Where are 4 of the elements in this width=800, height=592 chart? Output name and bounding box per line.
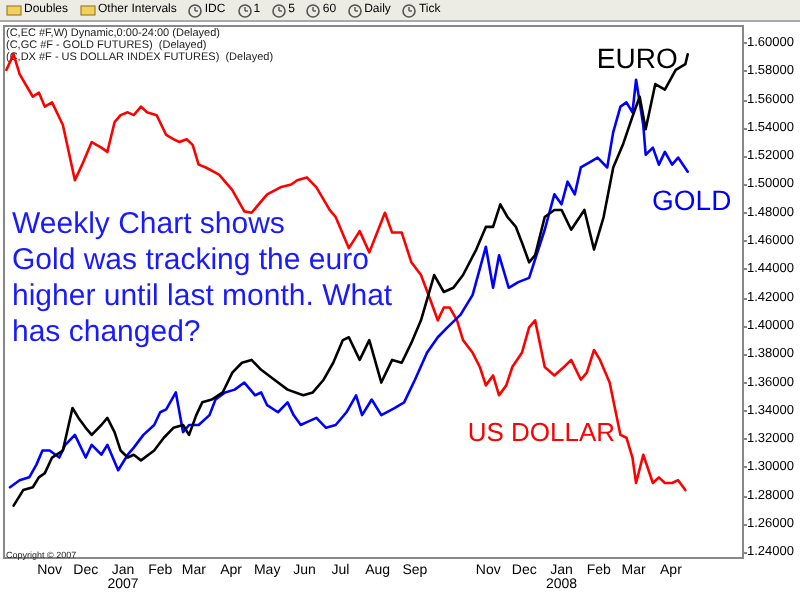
series-label: EURO	[596, 42, 678, 75]
series-label: GOLD	[652, 183, 732, 216]
series-label: US DOLLAR	[467, 417, 616, 448]
annotation: Weekly Chart shows Gold was tracking the euro higher until last month. What has changed?	[12, 207, 394, 349]
